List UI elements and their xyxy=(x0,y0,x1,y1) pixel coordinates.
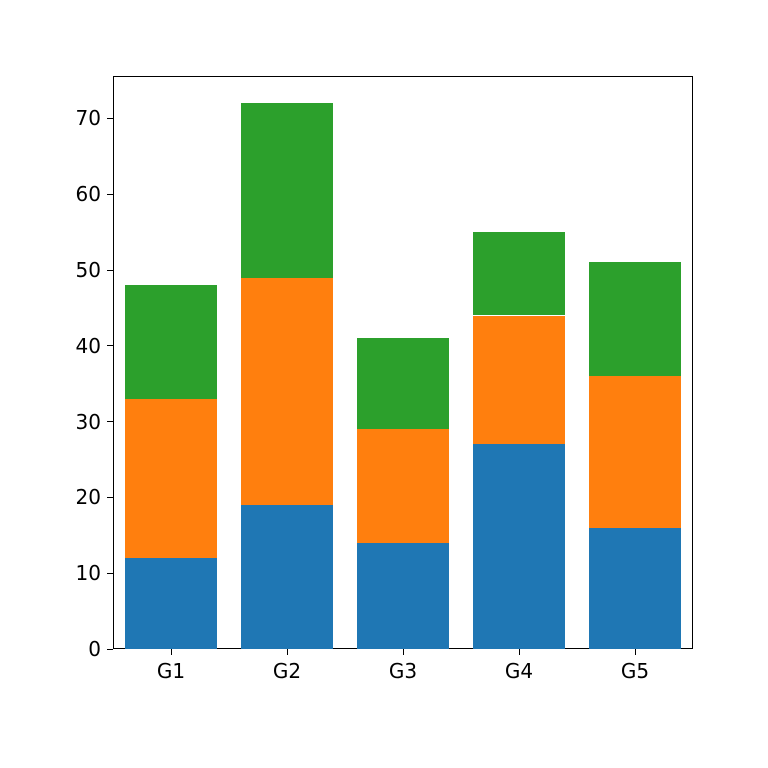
y-tick-label: 50 xyxy=(76,258,101,282)
bar-segment xyxy=(241,505,334,649)
y-tick-mark xyxy=(107,497,113,498)
y-tick-mark xyxy=(107,421,113,422)
bar-segment xyxy=(473,316,566,445)
bar-segment xyxy=(357,338,450,429)
y-tick-mark xyxy=(107,270,113,271)
bar-segment xyxy=(589,376,682,528)
y-tick-label: 20 xyxy=(76,485,101,509)
x-tick-label: G1 xyxy=(157,659,185,683)
x-tick-mark xyxy=(519,649,520,655)
bar-segment xyxy=(357,429,450,543)
x-tick-mark xyxy=(635,649,636,655)
bar-segment xyxy=(589,528,682,649)
y-tick-label: 30 xyxy=(76,410,101,434)
x-tick-mark xyxy=(287,649,288,655)
x-tick-label: G2 xyxy=(273,659,301,683)
bar-segment xyxy=(125,399,218,558)
y-tick-label: 0 xyxy=(88,637,101,661)
y-tick-mark xyxy=(107,194,113,195)
bar-segment xyxy=(357,543,450,649)
y-tick-label: 40 xyxy=(76,334,101,358)
x-tick-label: G3 xyxy=(389,659,417,683)
y-tick-mark xyxy=(107,118,113,119)
x-tick-mark xyxy=(171,649,172,655)
bar-segment xyxy=(241,278,334,505)
bar-segment xyxy=(125,285,218,399)
y-tick-mark xyxy=(107,573,113,574)
chart-container: 0 10 20 30 40 50 60 70 G1 G2 G3 G4 G5 xyxy=(0,0,768,768)
x-tick-mark xyxy=(403,649,404,655)
bar-segment xyxy=(125,558,218,649)
bar-segment xyxy=(241,103,334,277)
bar-segment xyxy=(589,262,682,376)
y-tick-label: 10 xyxy=(76,561,101,585)
x-tick-label: G5 xyxy=(621,659,649,683)
y-tick-mark xyxy=(107,649,113,650)
y-tick-label: 60 xyxy=(76,182,101,206)
bar-segment xyxy=(473,444,566,649)
bar-segment xyxy=(473,232,566,315)
y-tick-mark xyxy=(107,345,113,346)
x-tick-label: G4 xyxy=(505,659,533,683)
y-tick-label: 70 xyxy=(76,106,101,130)
